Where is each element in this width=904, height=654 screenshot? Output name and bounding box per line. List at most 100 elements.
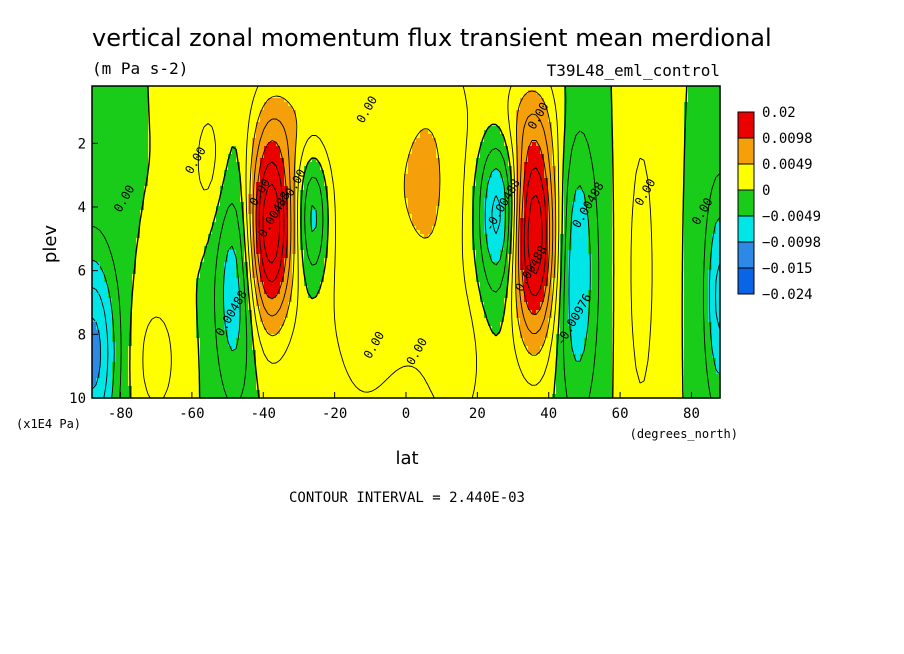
heatmap-cell: [416, 130, 421, 135]
heatmap-cell: [152, 190, 157, 195]
heatmap-cell: [716, 110, 721, 115]
heatmap-cell: [604, 118, 609, 123]
heatmap-cell: [496, 170, 501, 175]
heatmap-cell: [156, 138, 161, 143]
heatmap-cell: [616, 134, 621, 139]
heatmap-cell: [92, 146, 97, 151]
heatmap-cell: [572, 106, 577, 111]
heatmap-cell: [240, 178, 245, 183]
heatmap-cell: [568, 198, 573, 203]
heatmap-cell: [144, 122, 149, 127]
heatmap-cell: [484, 186, 489, 191]
heatmap-cell: [364, 126, 369, 131]
heatmap-cell: [372, 202, 377, 207]
heatmap-cell: [648, 154, 653, 159]
heatmap-cell: [396, 138, 401, 143]
heatmap-cell: [432, 94, 437, 99]
heatmap-cell: [184, 86, 189, 91]
heatmap-cell: [428, 162, 433, 167]
heatmap-cell: [164, 130, 169, 135]
heatmap-cell: [96, 186, 101, 191]
heatmap-cell: [640, 94, 645, 99]
heatmap-cell: [612, 122, 617, 127]
heatmap-cell: [164, 118, 169, 123]
heatmap-cell: [380, 166, 385, 171]
heatmap-cell: [612, 206, 617, 211]
heatmap-cell: [560, 114, 565, 119]
heatmap-cell: [604, 98, 609, 103]
heatmap-cell: [232, 198, 237, 203]
heatmap-cell: [548, 210, 553, 215]
heatmap-cell: [140, 114, 145, 119]
heatmap-cell: [368, 130, 373, 135]
heatmap-cell: [680, 90, 685, 95]
heatmap-cell: [304, 170, 309, 175]
heatmap-cell: [156, 190, 161, 195]
heatmap-cell: [252, 114, 257, 119]
heatmap-cell: [436, 110, 441, 115]
heatmap-cell: [296, 86, 301, 91]
heatmap-cell: [160, 158, 165, 163]
heatmap-cell: [628, 202, 633, 207]
heatmap-cell: [448, 110, 453, 115]
heatmap-cell: [296, 138, 301, 143]
heatmap-cell: [412, 178, 417, 183]
heatmap-cell: [108, 146, 113, 151]
heatmap-cell: [132, 202, 137, 207]
heatmap-cell: [132, 118, 137, 123]
heatmap-cell: [652, 206, 657, 211]
heatmap-cell: [708, 190, 713, 195]
heatmap-cell: [248, 138, 253, 143]
heatmap-cell: [112, 150, 117, 155]
heatmap-cell: [424, 146, 429, 151]
heatmap-cell: [448, 158, 453, 163]
heatmap-cell: [248, 106, 253, 111]
heatmap-cell: [684, 206, 689, 211]
heatmap-cell: [668, 202, 673, 207]
heatmap-cell: [224, 190, 229, 195]
heatmap-cell: [376, 194, 381, 199]
heatmap-cell: [444, 102, 449, 107]
heatmap-cell: [656, 158, 661, 163]
heatmap-cell: [604, 150, 609, 155]
heatmap-cell: [396, 186, 401, 191]
heatmap-cell: [392, 154, 397, 159]
heatmap-cell: [388, 138, 393, 143]
heatmap-cell: [320, 210, 325, 215]
heatmap-cell: [172, 162, 177, 167]
heatmap-cell: [632, 182, 637, 187]
heatmap-cell: [548, 190, 553, 195]
heatmap-cell: [216, 130, 221, 135]
heatmap-cell: [568, 114, 573, 119]
heatmap-cell: [392, 198, 397, 203]
heatmap-cell: [312, 158, 317, 163]
heatmap-cell: [212, 98, 217, 103]
heatmap-cell: [352, 126, 357, 131]
heatmap-cell: [528, 158, 533, 163]
heatmap-cell: [548, 178, 553, 183]
heatmap-cell: [456, 114, 461, 119]
heatmap-cell: [128, 110, 133, 115]
heatmap-cell: [492, 194, 497, 199]
heatmap-cell: [216, 210, 221, 215]
heatmap-cell: [676, 198, 681, 203]
heatmap-cell: [112, 118, 117, 123]
heatmap-cell: [340, 182, 345, 187]
heatmap-cell: [616, 106, 621, 111]
heatmap-cell: [656, 110, 661, 115]
heatmap-cell: [520, 134, 525, 139]
heatmap-cell: [360, 158, 365, 163]
heatmap-cell: [188, 138, 193, 143]
heatmap-cell: [264, 114, 269, 119]
heatmap-cell: [548, 194, 553, 199]
heatmap-cell: [300, 194, 305, 199]
heatmap-cell: [496, 106, 501, 111]
heatmap-cell: [540, 86, 545, 91]
heatmap-cell: [324, 170, 329, 175]
heatmap-cell: [512, 114, 517, 119]
heatmap-cell: [156, 130, 161, 135]
heatmap-cell: [608, 206, 613, 211]
heatmap-cell: [220, 146, 225, 151]
heatmap-cell: [540, 178, 545, 183]
heatmap-cell: [260, 178, 265, 183]
